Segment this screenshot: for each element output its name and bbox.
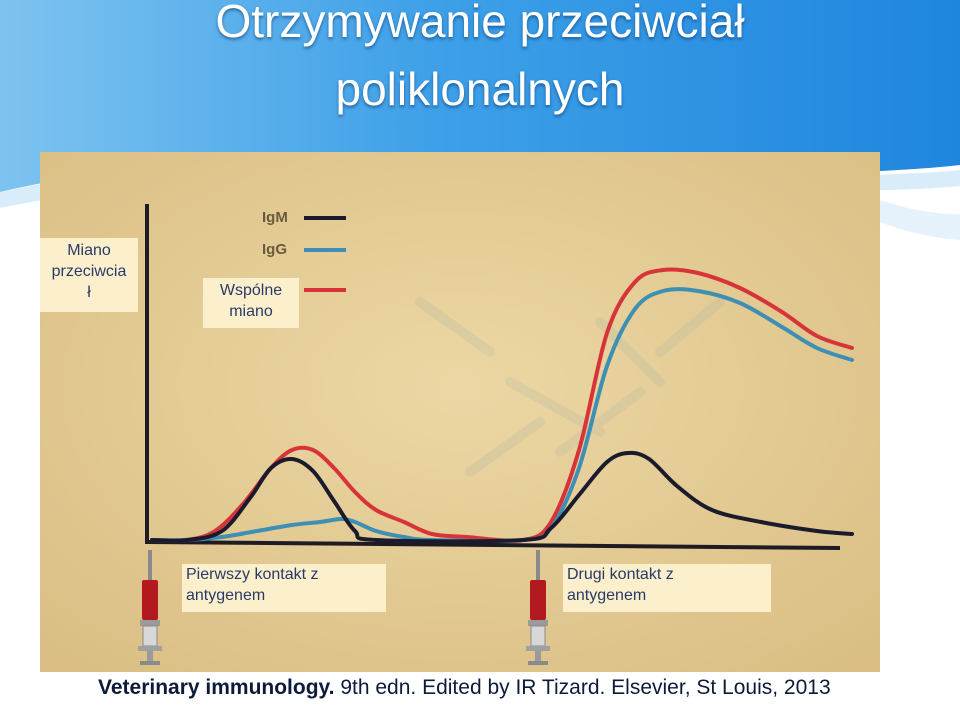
legend-label-igm: IgM bbox=[262, 209, 288, 226]
second-contact-line-2: antygenem bbox=[567, 587, 647, 604]
common-titer-label: Wspólne miano bbox=[203, 278, 299, 328]
legend-label-igg: IgG bbox=[262, 241, 287, 258]
y-axis-title-line-3: ł bbox=[87, 284, 91, 301]
y-axis-title-line-2: przeciwcia bbox=[51, 263, 127, 280]
first-contact-line-1: Pierwszy kontakt z bbox=[186, 566, 319, 583]
caption-book-title: Veterinary immunology. bbox=[98, 676, 335, 699]
syringe-icon bbox=[526, 550, 550, 665]
series-line-igm bbox=[150, 450, 854, 544]
syringe-icon bbox=[138, 550, 162, 665]
x-axis bbox=[146, 540, 841, 550]
header-band bbox=[0, 0, 960, 192]
y-axis-title: Miano przeciwcia ł bbox=[40, 238, 138, 312]
right-wave bbox=[880, 200, 960, 240]
title-line-1: Otrzymywanie przeciwciał bbox=[215, 0, 745, 47]
caption-details: 9th edn. Edited by IR Tizard. Elsevier, … bbox=[334, 676, 831, 699]
common-titer-line-2: miano bbox=[229, 303, 273, 320]
legend: IgM IgG bbox=[262, 209, 346, 292]
first-contact-label: Pierwszy kontakt z antygenem bbox=[182, 564, 386, 612]
second-contact-label: Drugi kontakt z antygenem bbox=[563, 564, 771, 612]
second-contact-line-1: Drugi kontakt z bbox=[567, 566, 674, 583]
first-contact-line-2: antygenem bbox=[186, 587, 266, 604]
y-axis-title-line-1: Miano bbox=[67, 242, 111, 259]
source-caption: Veterinary immunology. 9th edn. Edited b… bbox=[98, 676, 918, 700]
title-line-2: poliklonalnych bbox=[335, 63, 625, 115]
series-layer bbox=[150, 267, 854, 544]
common-titer-line-1: Wspólne bbox=[219, 282, 283, 299]
